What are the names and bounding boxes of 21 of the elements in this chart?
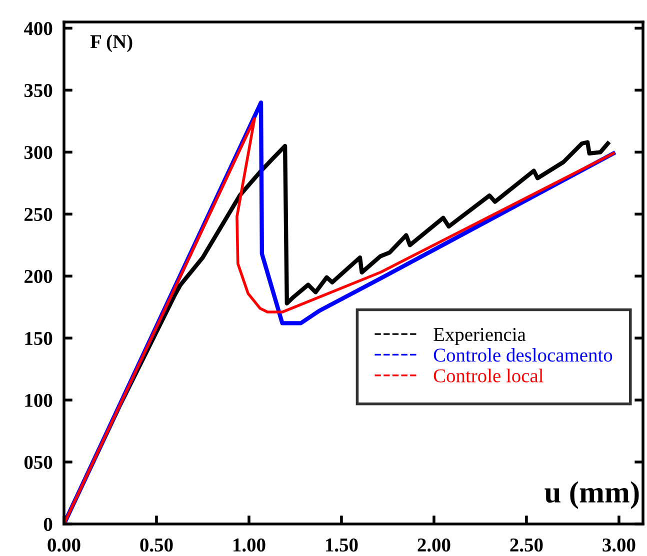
x-axis-title: u (mm) [544, 481, 639, 509]
legend-label: Experiencia [434, 328, 526, 345]
y-tick-label: 250 [24, 208, 52, 222]
y-tick-label: 400 [24, 22, 52, 36]
x-tick-label: 2.00 [418, 538, 450, 552]
x-tick-label: 3.00 [602, 538, 636, 552]
y-tick-label: 200 [24, 270, 52, 284]
legend-label: Controle local [434, 368, 544, 382]
y-tick-label: 350 [24, 84, 52, 98]
x-tick-label: 2.50 [510, 538, 543, 552]
legend-label: Controle deslocamento [434, 348, 612, 362]
y-tick-label: 100 [25, 394, 52, 407]
x-tick-label: 1.50 [326, 538, 358, 552]
y-tick-label: 150 [25, 332, 52, 346]
y-axis-title: F (N) [90, 34, 132, 52]
x-tick-label: 1.00 [234, 538, 266, 552]
x-tick-label: 0.00 [48, 538, 80, 552]
x-tick-label: 0.50 [140, 538, 173, 552]
y-tick-label: 050 [24, 456, 52, 469]
y-tick-label: 0 [44, 518, 52, 531]
y-tick-label: 300 [24, 146, 52, 160]
